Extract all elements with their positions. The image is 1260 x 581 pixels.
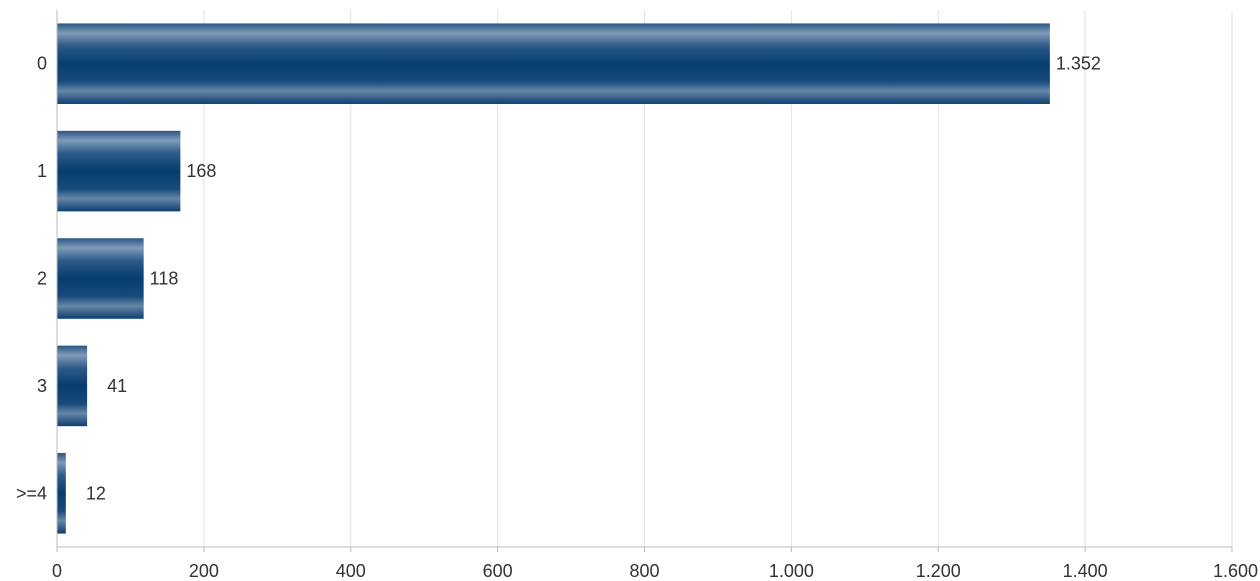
bar-2: [57, 238, 144, 319]
category-label: 1: [37, 161, 47, 181]
bar-0: [57, 23, 1050, 104]
category-label: 3: [37, 376, 47, 396]
category-labels: 0 1 2 3 >=4: [16, 54, 47, 504]
category-label: >=4: [16, 483, 47, 503]
x-tick-label: 800: [629, 561, 659, 581]
category-label: 2: [37, 269, 47, 289]
bar-4: [57, 453, 66, 534]
x-tick-label: 400: [336, 561, 366, 581]
value-label: 118: [150, 269, 179, 289]
value-label: 168: [186, 161, 216, 181]
value-label: 1.352: [1056, 54, 1101, 74]
x-tick-labels: 0 200 400 600 800 1.000 1.200 1.400 1.600: [52, 547, 1258, 581]
value-label: 12: [86, 483, 106, 503]
bar-1: [57, 130, 181, 212]
x-tick-label: 600: [483, 561, 513, 581]
value-label: 41: [107, 376, 127, 396]
x-tick-label: 0: [52, 561, 62, 581]
x-tick-label: 1.400: [1063, 561, 1108, 581]
category-label: 0: [37, 54, 47, 74]
value-labels: 1.352 168 118 41 12: [86, 54, 1101, 504]
x-tick-label: 1.600: [1213, 561, 1258, 581]
bar-3: [57, 345, 88, 427]
bars: [57, 23, 1050, 534]
x-tick-label: 1.000: [769, 561, 814, 581]
x-tick-label: 1.200: [916, 561, 961, 581]
x-tick-label: 200: [189, 561, 219, 581]
